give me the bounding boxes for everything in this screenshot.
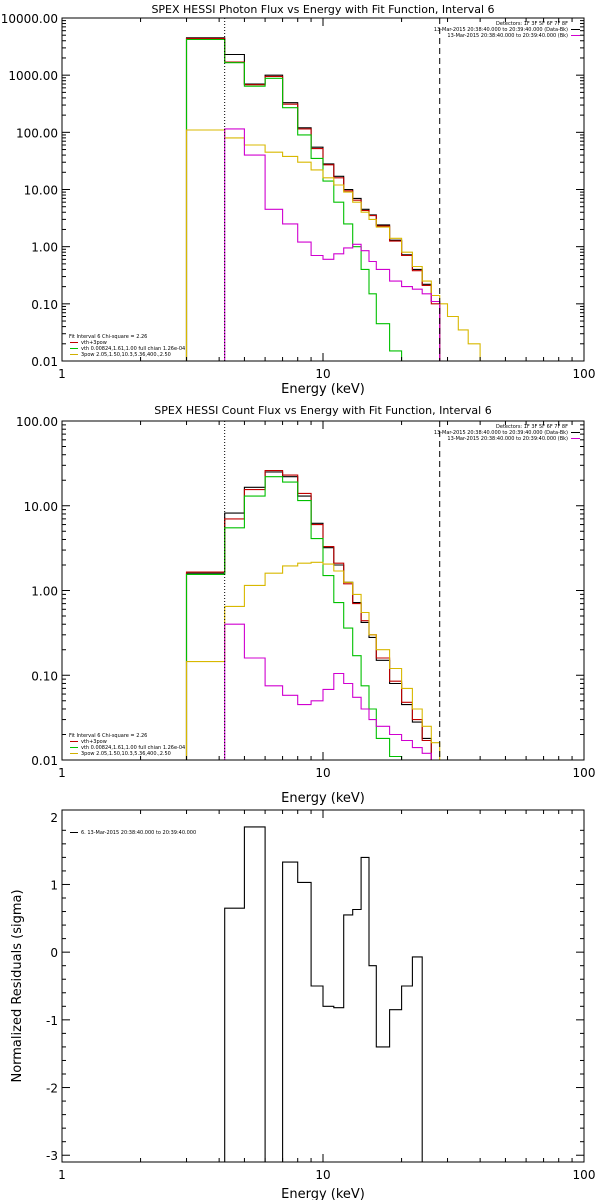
chart-title: SPEX HESSI Photon Flux vs Energy with Fi… [151,3,494,16]
legend-left-entry: vth 0.00824,1.61,1.00 full chian 1.26e-0… [81,745,185,751]
legend-left-entry: Fit Interval 6 Chi-square = 2.26 [69,733,147,739]
legend-left-entry: 3pow 2.05,1.50,10.3,5.36,400.,2.50 [81,352,171,358]
x-tick-label: 10 [315,766,330,780]
y-tick-label: 0.10 [31,298,58,312]
y-tick-label: 0.01 [31,355,58,369]
legend-right-entry: 13-Mar-2015 20:38:40.000 to 20:39:40.000… [434,430,568,436]
y-tick-label: 1000.00 [8,69,58,83]
x-tick-label: 1 [58,766,66,780]
y-tick-label: -2 [46,1082,58,1096]
legend-right-entry: Detectors: 1F 3F 5F 6F 7F 8F [496,21,568,27]
y-tick-label: 0.01 [31,754,58,768]
x-axis-label: Energy (keV) [281,1187,365,1200]
series-3pow-line [185,561,449,760]
y-tick-label: 0.10 [31,669,58,683]
y-tick-label: 0 [50,946,58,960]
legend-left-entry: vth 0.00824,1.61,1.00 full chian 1.26e-0… [81,346,185,352]
plot-frame [61,420,585,761]
y-tick-label: -3 [46,1149,58,1163]
series-background-line [224,128,441,361]
legend-right-entry: Detectors: 1F 3F 5F 6F 7F 8F [496,424,568,430]
y-tick-label: 2 [50,811,58,825]
x-axis-label: Energy (keV) [281,791,365,806]
legend-left-entry: 3pow 2.05,1.50,10.3,5.36,400.,2.50 [81,751,171,757]
series-vth-line [185,38,403,361]
y-tick-label: 100.00 [16,415,58,429]
x-tick-label: 1 [58,1168,66,1182]
chart-title: SPEX HESSI Count Flux vs Energy with Fit… [154,404,491,417]
x-tick-label: 100 [573,766,596,780]
series-background-line [224,623,441,760]
y-tick-label: 10000.00 [1,12,58,26]
legend-left-entry: vth+3pow [81,739,107,745]
legend-left-entry: vth+3pow [81,340,107,346]
series-vth+3pow-line [185,470,432,760]
chart-panel-1: 1 10 100 0.01 0.10 1.00 10.00 100.00 1000.00 1000… [1,3,596,397]
series-3pow-line [185,129,492,361]
series-residuals-line [224,826,423,1162]
x-tick-label: 1 [58,367,66,381]
y-tick-label: 100.00 [16,126,58,140]
series-vth-line [185,476,403,760]
x-tick-label: 100 [573,367,596,381]
series-data-line [185,471,432,760]
legend-left-entry: Fit Interval 6 Chi-square = 2.26 [69,334,147,340]
y-tick-label: -1 [46,1014,58,1028]
legend-right-entry: 13-Mar-2015 20:38:40.000 to 20:39:40.000… [447,33,568,39]
legend-right-entry: 13-Mar-2015 20:38:40.000 to 20:39:40.000… [434,27,568,33]
y-tick-label: 1.00 [31,585,58,599]
y-axis-label: Normalized Residuals (sigma) [10,889,25,1082]
x-tick-label: 10 [315,367,330,381]
chart-panel-2: 1 10 100 0.01 0.10 1.00 10.00 100.00 SPEX HESSI … [16,404,596,806]
x-tick-label: 10 [315,1168,330,1182]
legend-left-entry: 6. 13-Mar-2015 20:38:40.000 to 20:39:40.… [81,830,196,836]
x-tick-label: 100 [573,1168,596,1182]
legend-right-entry: 13-Mar-2015 20:38:40.000 to 20:39:40.000… [447,436,568,442]
y-tick-label: 1 [50,878,58,892]
y-tick-label: 10.00 [24,184,58,198]
plot-frame [61,17,585,362]
y-tick-label: 10.00 [24,500,58,514]
y-tick-label: 1.00 [31,241,58,255]
x-axis-label: Energy (keV) [281,382,365,397]
chart-panel-3: 1 10 100 -3 -2 -1 0 1 2 Energy (keV) Normalized Re… [10,809,596,1200]
